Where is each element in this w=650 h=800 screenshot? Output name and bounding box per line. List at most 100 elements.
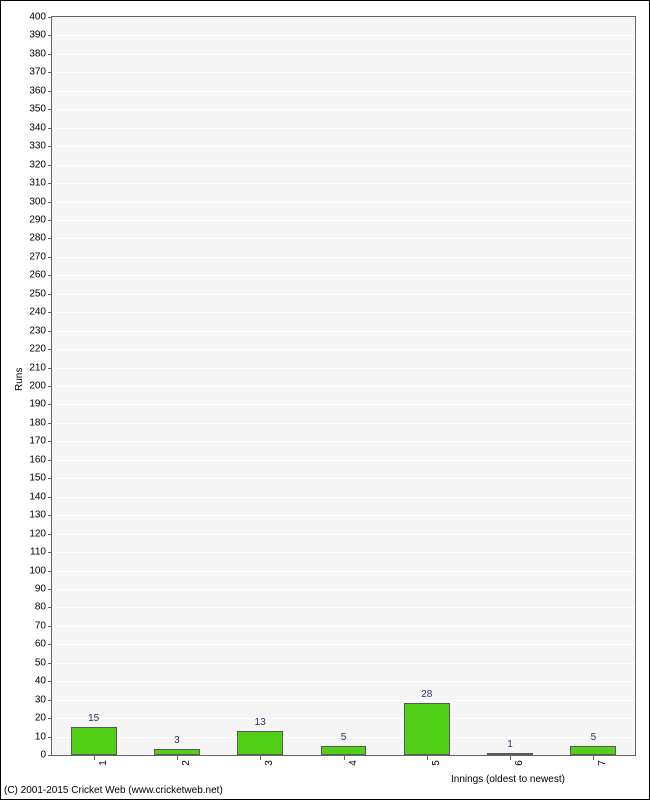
bar-value-label: 15 <box>88 713 99 724</box>
y-tick-mark <box>48 607 52 608</box>
y-tick-mark <box>48 534 52 535</box>
x-axis-label: Innings (oldest to newest) <box>451 774 565 785</box>
y-tick-label: 380 <box>29 48 46 59</box>
y-tick-mark <box>48 238 52 239</box>
bar <box>154 749 200 755</box>
y-tick-mark <box>48 441 52 442</box>
y-tick-mark <box>48 183 52 184</box>
y-tick-mark <box>48 91 52 92</box>
y-tick-label: 240 <box>29 307 46 318</box>
y-tick-label: 90 <box>35 583 46 594</box>
y-tick-label: 350 <box>29 104 46 115</box>
y-tick-label: 50 <box>35 657 46 668</box>
gridline <box>52 681 635 682</box>
y-tick-mark <box>48 404 52 405</box>
y-tick-label: 280 <box>29 233 46 244</box>
y-tick-label: 320 <box>29 159 46 170</box>
y-tick-mark <box>48 663 52 664</box>
gridline <box>52 368 635 369</box>
y-tick-mark <box>48 72 52 73</box>
y-tick-mark <box>48 589 52 590</box>
y-tick-mark <box>48 681 52 682</box>
y-tick-label: 70 <box>35 620 46 631</box>
gridline <box>52 128 635 129</box>
gridline <box>52 238 635 239</box>
y-tick-label: 60 <box>35 639 46 650</box>
gridline <box>52 497 635 498</box>
y-tick-label: 250 <box>29 288 46 299</box>
y-tick-label: 140 <box>29 491 46 502</box>
y-tick-label: 180 <box>29 417 46 428</box>
y-tick-mark <box>48 423 52 424</box>
y-tick-label: 400 <box>29 12 46 23</box>
bar-value-label: 5 <box>591 732 597 743</box>
bar <box>71 727 117 755</box>
gridline <box>52 626 635 627</box>
x-tick-label: 7 <box>597 760 608 766</box>
x-tick-label: 1 <box>98 760 109 766</box>
gridline <box>52 534 635 535</box>
y-tick-mark <box>48 109 52 110</box>
x-tick-mark <box>344 756 345 760</box>
gridline <box>52 571 635 572</box>
bar <box>321 746 367 755</box>
y-tick-mark <box>48 165 52 166</box>
y-tick-mark <box>48 737 52 738</box>
y-tick-label: 130 <box>29 510 46 521</box>
y-tick-mark <box>48 515 52 516</box>
gridline <box>52 552 635 553</box>
gridline <box>52 718 635 719</box>
y-tick-label: 230 <box>29 325 46 336</box>
gridline <box>52 220 635 221</box>
y-tick-mark <box>48 349 52 350</box>
y-tick-mark <box>48 17 52 18</box>
x-tick-label: 5 <box>431 760 442 766</box>
y-tick-label: 220 <box>29 344 46 355</box>
bar-value-label: 13 <box>255 717 266 728</box>
y-tick-label: 110 <box>30 547 46 558</box>
gridline <box>52 91 635 92</box>
copyright-footer: (C) 2001-2015 Cricket Web (www.cricketwe… <box>4 785 223 796</box>
y-tick-mark <box>48 312 52 313</box>
y-tick-mark <box>48 497 52 498</box>
y-tick-label: 340 <box>29 122 46 133</box>
y-tick-label: 10 <box>35 731 46 742</box>
gridline <box>52 478 635 479</box>
y-tick-mark <box>48 257 52 258</box>
y-tick-mark <box>48 755 52 756</box>
y-tick-mark <box>48 700 52 701</box>
y-tick-mark <box>48 571 52 572</box>
y-tick-label: 150 <box>29 473 46 484</box>
x-tick-label: 4 <box>348 760 359 766</box>
gridline <box>52 35 635 36</box>
y-tick-label: 20 <box>35 713 46 724</box>
gridline <box>52 515 635 516</box>
y-tick-label: 310 <box>29 178 46 189</box>
x-tick-label: 3 <box>264 760 275 766</box>
gridline <box>52 312 635 313</box>
bar <box>404 703 450 755</box>
x-tick-mark <box>260 756 261 760</box>
gridline <box>52 257 635 258</box>
bar-value-label: 28 <box>421 689 432 700</box>
y-tick-mark <box>48 54 52 55</box>
y-tick-label: 30 <box>35 694 46 705</box>
y-tick-mark <box>48 460 52 461</box>
gridline <box>52 386 635 387</box>
y-tick-label: 360 <box>29 85 46 96</box>
gridline <box>52 109 635 110</box>
x-tick-label: 6 <box>514 760 525 766</box>
x-tick-mark <box>427 756 428 760</box>
gridline <box>52 72 635 73</box>
y-tick-label: 120 <box>29 528 46 539</box>
bar <box>487 753 533 755</box>
gridline <box>52 294 635 295</box>
gridline <box>52 349 635 350</box>
y-tick-label: 290 <box>29 214 46 225</box>
y-tick-label: 370 <box>29 67 46 78</box>
y-tick-label: 190 <box>29 399 46 410</box>
y-tick-label: 160 <box>29 454 46 465</box>
gridline <box>52 331 635 332</box>
y-tick-label: 300 <box>29 196 46 207</box>
y-tick-mark <box>48 35 52 36</box>
